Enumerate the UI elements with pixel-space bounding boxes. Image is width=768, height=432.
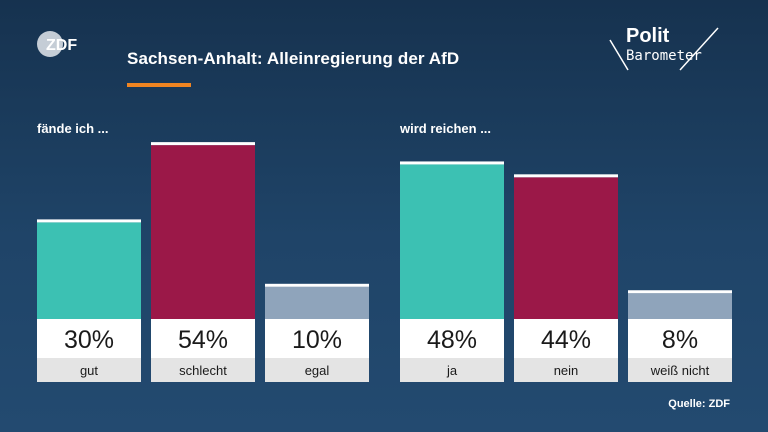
polit-logo-stroke-right [679,27,719,71]
group-label-finde: fände ich ... [37,121,109,136]
bar-ja [400,164,504,319]
value-label-weiß-nicht: 8% [662,326,698,354]
value-box-schlecht [151,319,255,358]
page-title: Sachsen-Anhalt: Alleinregierung der AfD [127,49,460,68]
polit-logo-line1: Polit [626,25,670,47]
bar-cap-gut [37,219,141,223]
value-box-weiß-nicht [628,319,732,358]
bar-cap-nein [514,174,618,178]
bar-gut [37,222,141,319]
polit-logo-stroke-left [609,39,629,71]
category-box-gut [37,358,141,382]
source-note: Quelle: ZDF [668,398,730,410]
bar-schlecht [151,145,255,319]
value-label-schlecht: 54% [178,326,228,354]
polit-logo-line2: Barometer [626,48,702,64]
category-box-ja [400,358,504,382]
category-box-schlecht [151,358,255,382]
category-box-egal [265,358,369,382]
bar-cap-ja [400,161,504,165]
value-box-ja [400,319,504,358]
category-box-nein [514,358,618,382]
bar-cap-schlecht [151,142,255,146]
bar-cap-weiß-nicht [628,290,732,294]
zdf-logo-text: ZDF [46,37,77,54]
politbarometer-logo: Polit Barometer [609,25,719,71]
bar-weiß-nicht [628,293,732,319]
category-label-egal: egal [305,363,330,378]
value-label-egal: 10% [292,326,342,354]
zdf-logo-circle [37,31,63,57]
group-label-reichen: wird reichen ... [400,121,492,136]
category-label-gut: gut [80,363,98,378]
bar-egal [265,286,369,319]
value-label-gut: 30% [64,326,114,354]
bar-nein [514,177,618,319]
value-box-egal [265,319,369,358]
value-box-nein [514,319,618,358]
category-box-weiß-nicht [628,358,732,382]
category-label-schlecht: schlecht [179,363,227,378]
value-label-ja: 48% [427,326,477,354]
category-label-weiß-nicht: weiß nicht [650,363,710,378]
title-underline [127,83,191,87]
value-label-nein: 44% [541,326,591,354]
category-label-ja: ja [446,363,458,378]
zdf-logo: ZDF [37,31,77,57]
category-label-nein: nein [554,363,579,378]
bar-cap-egal [265,283,369,287]
value-box-gut [37,319,141,358]
